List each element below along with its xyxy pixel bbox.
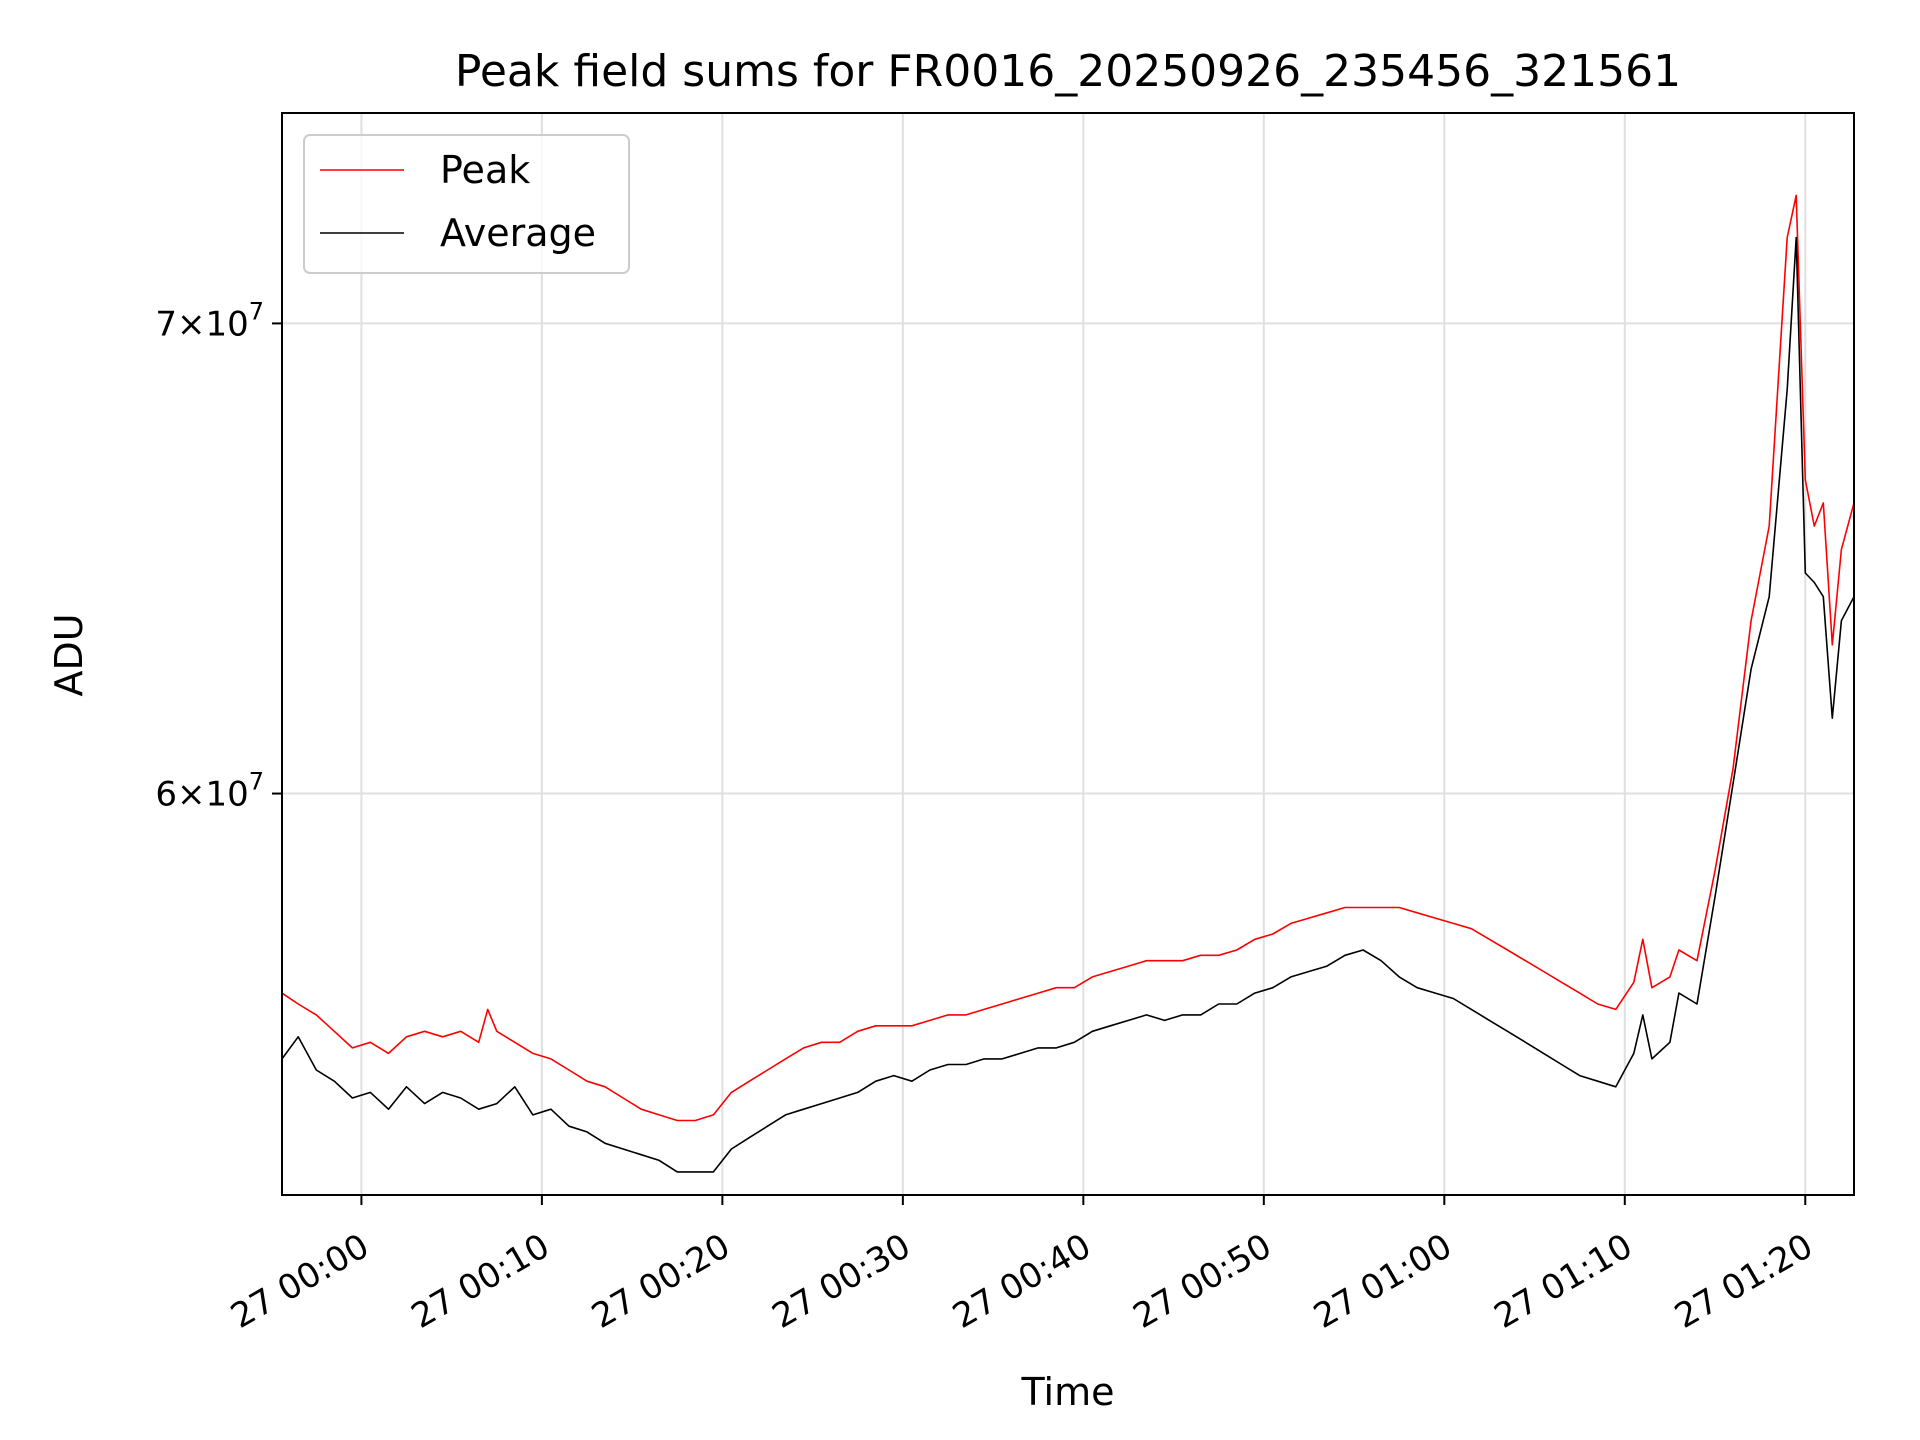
legend-label-peak: Peak xyxy=(440,148,530,192)
series-layer xyxy=(282,194,1854,1173)
y-axis: 6×107 7×107 xyxy=(155,297,282,815)
y-tick-label: 6×107 xyxy=(155,768,264,815)
x-axis-label: Time xyxy=(1021,1370,1115,1414)
series-line-average xyxy=(282,236,1854,1173)
legend-label-average: Average xyxy=(440,211,596,255)
grid xyxy=(282,113,1854,1195)
plot-frame xyxy=(281,112,1855,1196)
y-tick-label: 7×107 xyxy=(155,297,264,344)
series-line-peak xyxy=(282,194,1854,1122)
legend: Peak Average xyxy=(303,134,630,274)
y-axis-label: ADU xyxy=(47,613,91,696)
chart-title: Peak field sums for FR0016_20250926_2354… xyxy=(455,46,1681,97)
